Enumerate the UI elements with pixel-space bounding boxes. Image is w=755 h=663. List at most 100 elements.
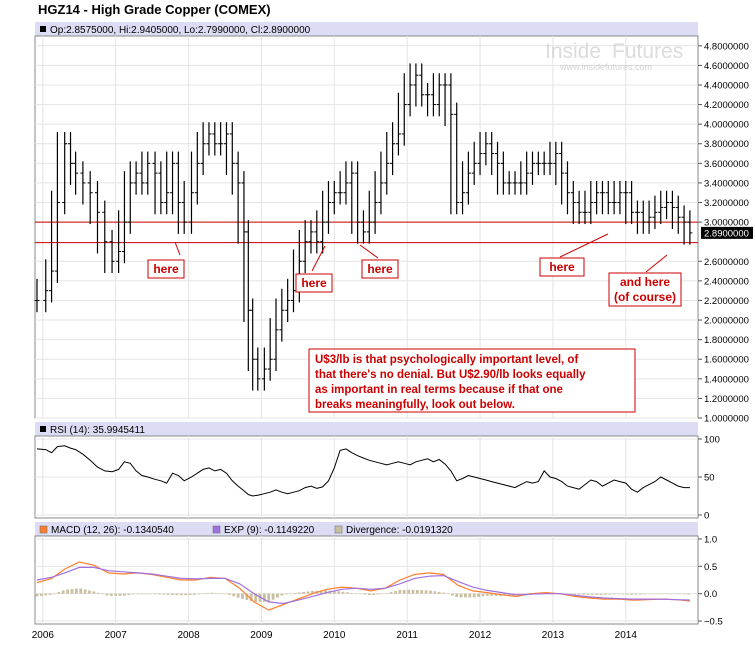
divergence-bar	[472, 593, 476, 598]
divergence-bar	[297, 592, 301, 594]
annotation-comment-box	[308, 348, 636, 413]
support-lines	[35, 221, 698, 244]
divergence-bar	[433, 591, 437, 594]
divergence-bar	[258, 593, 262, 602]
divergence-bar	[144, 593, 148, 595]
divergence-bar	[306, 591, 310, 594]
divergence-bar	[254, 593, 258, 602]
x-tick-label: 2010	[323, 630, 346, 641]
rsi-panel: RSI (14): 35.9945411 100 50 0	[34, 422, 720, 522]
divergence-bar	[687, 593, 690, 595]
divergence-bar	[188, 593, 192, 595]
rsi-series	[36, 445, 690, 497]
divergence-bar	[109, 593, 113, 596]
divergence-bar	[630, 593, 634, 595]
divergence-bar	[192, 593, 196, 595]
y-tick-label: 3.8000000	[704, 139, 749, 150]
y-tick-label: 2.2000000	[704, 296, 749, 307]
divergence-bar	[123, 593, 126, 596]
annotation-box	[608, 272, 682, 307]
divergence-bar	[271, 593, 275, 600]
divergence-bar	[219, 593, 223, 594]
annotation-box	[295, 273, 333, 293]
divergence-bar	[350, 593, 354, 594]
macd-plot-area	[34, 535, 699, 625]
divergence-bar	[44, 593, 48, 596]
y-tick-label: 4.2000000	[704, 100, 749, 111]
divergence-bar	[673, 593, 677, 595]
pointer-line	[311, 245, 326, 272]
annotation-and-here-line2: (of course)	[614, 290, 676, 304]
watermark-brand-left: Inside	[545, 40, 601, 63]
divergence-bar	[175, 593, 179, 596]
y-tick-label: 0	[704, 511, 709, 522]
divergence-bar	[485, 593, 489, 596]
divergence-bar	[241, 593, 244, 599]
divergence-bar	[442, 592, 446, 594]
divergence-bar	[577, 593, 581, 595]
divergence-bar	[61, 590, 65, 594]
y-tick-label: 4.6000000	[704, 61, 749, 72]
rsi-readout: RSI (14): 35.9945411	[50, 425, 145, 436]
rsi-line	[36, 445, 690, 497]
annotation-comment-line-1: U$3/lb is that psychologically important…	[315, 354, 578, 366]
x-tick-label: 2009	[250, 630, 273, 641]
y-tick-label: 3.6000000	[704, 159, 749, 170]
divergence-bar	[92, 591, 96, 594]
divergence-bar	[302, 591, 306, 594]
divergence-bar	[57, 592, 61, 594]
divergence-bar	[206, 593, 209, 594]
divergence-bar	[372, 593, 376, 595]
annotation-box	[147, 259, 185, 279]
divergence-bar	[96, 592, 100, 594]
divergence-bar	[236, 593, 240, 598]
divergence-bar	[53, 593, 56, 595]
divergence-bar	[634, 593, 638, 595]
y-tick-label: −0.5	[704, 617, 723, 628]
annotation-box	[539, 257, 585, 277]
y-tick-label: 1.0000000	[704, 414, 749, 425]
divergence-bar	[363, 593, 367, 595]
divergence-bar	[617, 593, 620, 595]
divergence-bar	[612, 593, 616, 595]
annotation-comment-line-3: as important in real terms because if th…	[315, 384, 563, 396]
divergence-bar	[481, 593, 485, 597]
divergence-bar	[359, 593, 362, 595]
x-tick-label: 2011	[396, 630, 418, 641]
divergence-bar	[131, 593, 135, 595]
annotation-here-3: here	[367, 262, 393, 276]
divergence-bar	[380, 593, 384, 595]
y-tick-label: 2.6000000	[704, 257, 749, 268]
divergence-bar	[424, 590, 428, 594]
y-tick-label: 0.0	[704, 589, 717, 600]
divergence-bar	[402, 589, 406, 594]
price-panel: Op:2.8575000, Hi:2.9405000, Lo:2.7990000…	[34, 22, 753, 425]
divergence-bar	[39, 593, 43, 596]
divergence-bar	[48, 593, 52, 595]
divergence-bar	[74, 588, 78, 594]
divergence-bar	[127, 593, 131, 595]
pointer-line	[559, 233, 609, 258]
macd-legend-label: EXP (9): -0.1149220	[224, 525, 315, 536]
rsi-legend-swatch	[40, 426, 46, 432]
divergence-bar	[214, 593, 218, 594]
divergence-bar	[83, 589, 87, 594]
divergence-bar	[262, 593, 266, 602]
y-tick-label: 3.2000000	[704, 198, 749, 209]
divergence-bar	[407, 589, 411, 594]
x-axis: 2006 2007 2008 2009 2010 2011 2012 2013 2014	[32, 630, 638, 641]
divergence-bar	[652, 593, 655, 595]
macd-legend: MACD (12, 26): -0.1340540 EXP (9): -0.114…	[39, 525, 453, 536]
watermark-url: www.insidefutures.com	[559, 62, 652, 72]
y-tick-label: 4.0000000	[704, 120, 749, 131]
pointer-line	[645, 254, 668, 273]
divergence-bar	[665, 593, 668, 595]
divergence-bar	[88, 590, 91, 594]
divergence-bar	[118, 593, 122, 596]
pointer-line	[359, 244, 379, 259]
x-tick-label: 2012	[469, 630, 492, 641]
price-bars	[34, 63, 693, 391]
x-tick-label: 2007	[105, 630, 128, 641]
divergence-bar	[114, 593, 118, 596]
y-tick-label: 1.8000000	[704, 335, 749, 346]
